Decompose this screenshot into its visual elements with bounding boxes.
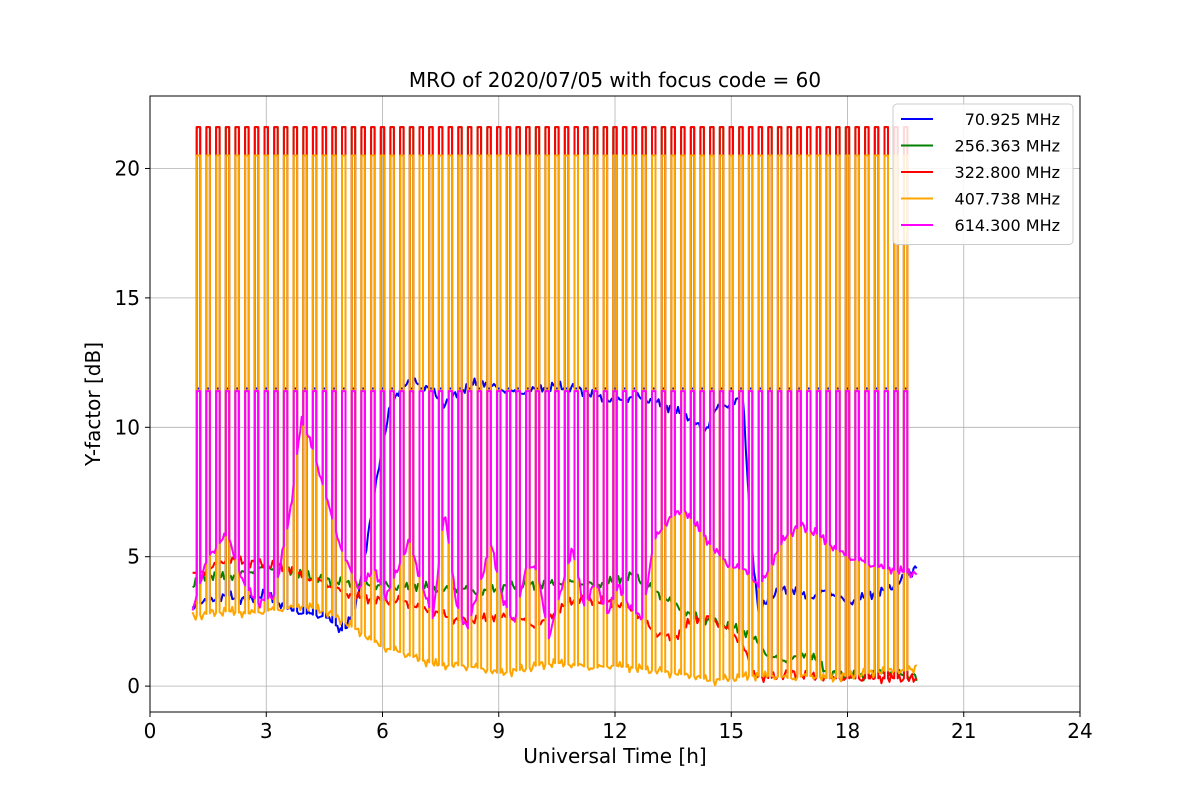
x-tick-label: 0 <box>144 719 157 743</box>
x-tick-label: 21 <box>951 719 976 743</box>
y-tick-label: 15 <box>115 286 140 310</box>
y-tick-label: 10 <box>115 415 140 439</box>
legend-box <box>892 103 1074 245</box>
series-layer <box>191 126 918 687</box>
legend-label: 256.363 MHz <box>955 137 1060 156</box>
x-tick-label: 18 <box>835 719 860 743</box>
series-line <box>191 154 918 687</box>
legend: 70.925 MHz 256.363 MHz 322.800 MHz 407.738 … <box>892 103 1074 245</box>
chart-title: MRO of 2020/07/05 with focus code = 60 <box>409 68 821 92</box>
legend-label: 70.925 MHz <box>965 110 1060 129</box>
series-line <box>191 390 918 640</box>
x-axis-label: Universal Time [h] <box>523 744 706 768</box>
legend-label: 322.800 MHz <box>955 163 1060 182</box>
x-tick-label: 15 <box>719 719 744 743</box>
x-tick-label: 24 <box>1067 719 1092 743</box>
legend-label: 614.300 MHz <box>955 216 1060 235</box>
x-tick-label: 6 <box>376 719 389 743</box>
axis-ticks: 0 3 6 9 12 15 18 21 24 0 5 10 15 20 <box>115 156 1093 743</box>
legend-label: 407.738 MHz <box>955 190 1060 209</box>
y-tick-label: 20 <box>115 156 140 180</box>
y-tick-label: 0 <box>127 674 140 698</box>
x-tick-label: 3 <box>260 719 273 743</box>
x-tick-label: 9 <box>492 719 505 743</box>
x-tick-label: 12 <box>602 719 627 743</box>
y-tick-label: 5 <box>127 545 140 569</box>
y-axis-label: Y-factor [dB] <box>81 342 105 467</box>
